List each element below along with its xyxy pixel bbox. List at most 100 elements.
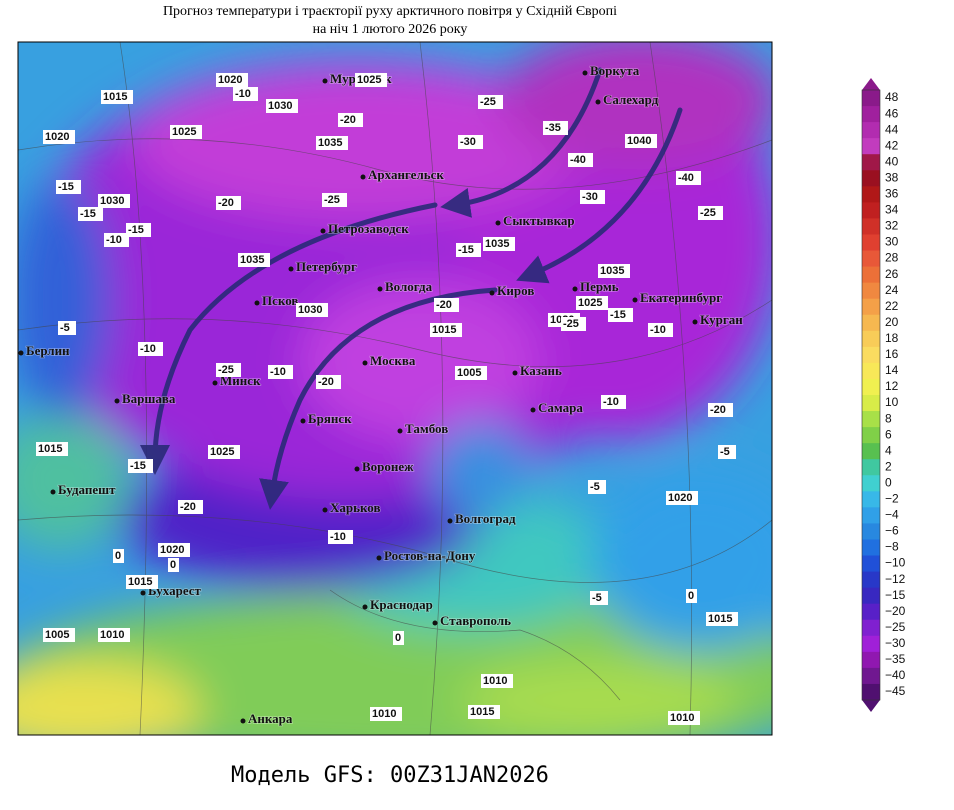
city-label: Анкара: [248, 711, 293, 726]
pressure-label-box: [576, 296, 608, 310]
pressure-label: 1010: [100, 629, 124, 641]
city-label: Харьков: [330, 500, 381, 515]
temperature-label: -10: [235, 88, 251, 100]
colorbar-label: −20: [885, 604, 906, 618]
pressure-label-box: [126, 575, 158, 589]
pressure-label-box: [455, 366, 487, 380]
temperature-label: -20: [218, 197, 234, 209]
colorbar-segment: [862, 282, 880, 300]
city-dot: [489, 290, 495, 296]
temperature-label-box: [138, 342, 163, 356]
temperature-label: -20: [340, 114, 356, 126]
colorbar-label: 36: [885, 187, 899, 201]
city-dot: [530, 407, 536, 413]
temperature-label: -10: [270, 366, 286, 378]
colorbar-segment: [862, 314, 880, 332]
temperature-label-box: [338, 113, 363, 127]
colorbar-segment: [862, 443, 880, 460]
colorbar-label: 46: [885, 106, 899, 120]
temperature-label-box: [698, 206, 723, 220]
pressure-label: 1040: [627, 135, 651, 147]
city-label: Воронеж: [362, 459, 414, 474]
colorbar-segment: [862, 603, 880, 621]
temperature-label-box: [676, 171, 701, 185]
colorbar-segment: [862, 138, 880, 155]
pressure-label-box: [666, 491, 698, 505]
colorbar-label: −8: [885, 540, 899, 554]
city-dot: [377, 286, 383, 292]
temperature-label-box: [56, 180, 81, 194]
city-label: Пермь: [580, 279, 619, 294]
temperature-label: -15: [610, 309, 626, 321]
colorbar-segment: [862, 651, 880, 669]
pressure-label: 1015: [38, 443, 62, 455]
pressure-label-box: [668, 711, 700, 725]
temperature-label: -10: [330, 531, 346, 543]
temperature-label: -15: [80, 208, 96, 220]
colorbar-label: 2: [885, 459, 892, 473]
colorbar-segment: [862, 427, 880, 444]
colorbar-segment: [862, 106, 880, 123]
city-label: Курган: [700, 312, 743, 327]
pressure-label: 1035: [240, 254, 264, 266]
city-dot: [632, 297, 638, 303]
colorbar-label: 6: [885, 427, 892, 441]
city-label: Москва: [370, 353, 416, 368]
colorbar-label: −25: [885, 620, 906, 634]
temperature-label: -10: [603, 396, 619, 408]
temperature-label-box: [601, 395, 626, 409]
city-dot: [572, 286, 578, 292]
colorbar-segment: [862, 154, 880, 171]
colorbar-segment: [862, 250, 880, 268]
colorbar-label: −35: [885, 652, 906, 666]
colorbar-segment: [862, 395, 880, 412]
colorbar-frame: [861, 89, 881, 701]
pressure-label-box: [170, 125, 202, 139]
colorbar-label: 42: [885, 138, 899, 152]
city-label: Екатеринбург: [640, 290, 722, 305]
city-label: Берлин: [26, 343, 70, 358]
city-dot: [360, 174, 366, 180]
colorbar-label: 28: [885, 251, 899, 265]
title: Прогноз температури і траєкторії руху ар…: [163, 4, 617, 19]
temperature-label: -25: [700, 207, 716, 219]
city-label: Самара: [538, 400, 583, 415]
pressure-label-box: [208, 445, 240, 459]
temperature-label: 0: [115, 550, 121, 562]
colorbar-segment: [862, 507, 880, 524]
pressure-label: 1015: [432, 324, 456, 336]
pressure-label: 1035: [318, 137, 342, 149]
pressure-label-box: [483, 237, 515, 251]
pressure-label: 1015: [128, 576, 152, 588]
temperature-label: 0: [688, 590, 694, 602]
temperature-label-box: [393, 631, 404, 645]
temperature-label-box: [648, 323, 673, 337]
temperature-label-box: [78, 207, 103, 221]
temperature-label: -15: [130, 460, 146, 472]
temperature-label-box: [126, 223, 151, 237]
city-dot: [362, 360, 368, 366]
pressure-label: 1010: [483, 675, 507, 687]
temperature-label: -20: [180, 501, 196, 513]
pressure-label: 1010: [372, 708, 396, 720]
temperature-label-box: [590, 591, 608, 605]
temperature-label: -25: [480, 96, 496, 108]
pressure-label: 1025: [210, 446, 234, 458]
city-label: Брянск: [308, 411, 352, 426]
pressure-label-box: [238, 253, 270, 267]
city-label: Воркута: [590, 63, 640, 78]
temperature-label: -5: [592, 592, 602, 604]
colorbar-segment: [862, 635, 880, 653]
temperature-label-box: [568, 153, 593, 167]
pressure-label: 1025: [172, 126, 196, 138]
city-label: Салехард: [603, 92, 659, 107]
temperature-label-box: [561, 317, 586, 331]
colorbar-label: −12: [885, 572, 906, 586]
temperature-label-box: [434, 298, 459, 312]
city-dot: [254, 300, 260, 306]
temperature-label-box: [686, 589, 697, 603]
pressure-label: 1020: [45, 131, 69, 143]
pressure-label: 1025: [578, 297, 602, 309]
colorbar-segment: [862, 378, 880, 396]
temperature-label-box: [458, 135, 483, 149]
